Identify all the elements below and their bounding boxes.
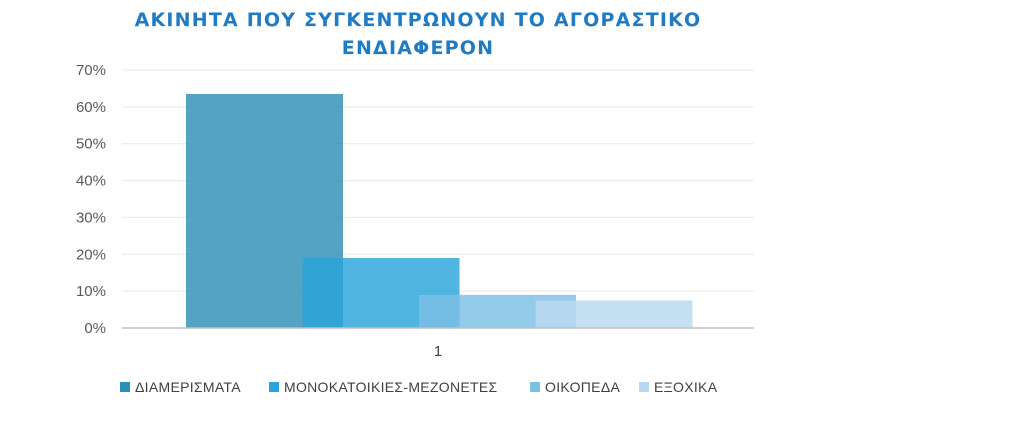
legend-swatch <box>530 382 540 392</box>
legend-label: ΜΟΝΟΚΑΤΟΙΚΙΕΣ-ΜΕΖΟΝΕΤΕΣ <box>284 379 498 395</box>
legend-label: ΟΙΚΟΠΕΔΑ <box>545 379 620 395</box>
y-tick-label: 40% <box>76 173 106 190</box>
y-tick-label: 20% <box>76 246 106 263</box>
chart-title-line-2: ΕΝΔΙΑΦΕΡΟΝ <box>342 37 494 59</box>
legend-swatch <box>639 382 649 392</box>
chart-title-line-1: ΑΚΙΝΗΤΑ ΠΟΥ ΣΥΓΚΕΝΤΡΩΝΟΥΝ ΤΟ ΑΓΟΡΑΣΤΙΚΟ <box>135 9 702 31</box>
legend-label: ΕΞΟΧΙΚΑ <box>654 379 718 395</box>
y-tick-label: 50% <box>76 136 106 153</box>
legend-label: ΔΙΑΜΕΡΙΣΜΑΤΑ <box>135 379 241 395</box>
bar-4 <box>535 300 693 328</box>
legend-swatch <box>120 382 130 392</box>
y-tick-label: 30% <box>76 209 106 226</box>
x-category-label: 1 <box>434 343 442 360</box>
y-tick-label: 10% <box>76 283 106 300</box>
legend: ΔΙΑΜΕΡΙΣΜΑΤΑ ΜΟΝΟΚΑΤΟΙΚΙΕΣ-ΜΕΖΟΝΕΤΕΣ ΟΙΚΟΠ… <box>120 379 718 395</box>
y-tick-label: 60% <box>76 99 106 116</box>
legend-swatch <box>269 382 279 392</box>
y-tick-label: 0% <box>84 320 106 337</box>
y-axis-ticks: 0% 10% 20% 30% 40% 50% 60% 70% <box>76 62 106 337</box>
y-tick-label: 70% <box>76 62 106 79</box>
bars <box>186 93 693 328</box>
